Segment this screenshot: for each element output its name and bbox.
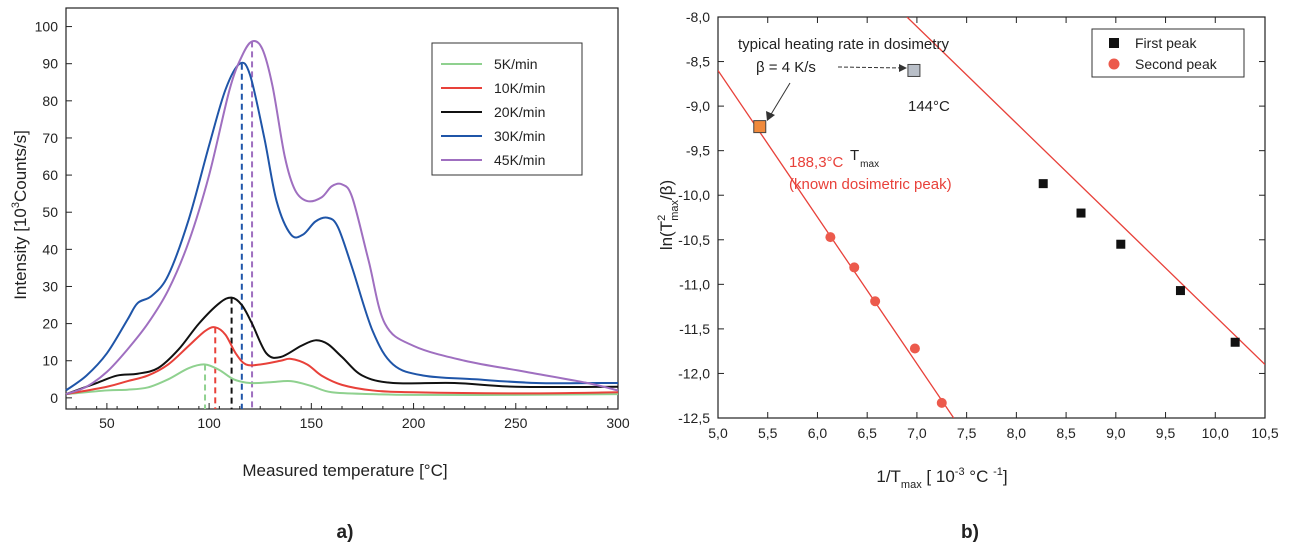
y-tick-label: -11,5: [679, 321, 710, 337]
x-tick-label: 7,0: [907, 425, 927, 441]
y-tick-label: -11,0: [679, 276, 710, 292]
panel-a: 50 100 150 200 250 3000102030405060708090100 …: [10, 7, 630, 543]
second-peak-point: [870, 296, 881, 307]
x-tick-label: 250: [504, 415, 528, 431]
x-tick-label: 200: [402, 415, 426, 431]
legend-label: 20K/min: [494, 104, 545, 120]
legend-label: First peak: [1135, 35, 1197, 51]
x-tick-label: 5,0: [708, 425, 728, 441]
first-peak-point: [1116, 239, 1126, 249]
series-line-20k-min: [65, 296, 619, 396]
y-tick-label: -8,5: [686, 54, 710, 70]
legend-label: 30K/min: [494, 128, 545, 144]
panel-a-legend: 5K/min 10K/min 20K/min 30K/min 45K/min: [431, 42, 583, 176]
first-peak-point: [1076, 208, 1086, 218]
y-tick-label: 20: [42, 316, 58, 332]
second-peak-point: [936, 397, 947, 408]
y-tick-label: -12,5: [678, 410, 710, 426]
first-peak-point: [1230, 337, 1240, 347]
beta-arrowhead: [899, 64, 907, 72]
y-tick-label: 100: [35, 19, 59, 35]
panel-a-y-axis-label: Intensity [103Counts/s]: [10, 130, 30, 300]
tmax-label: Tmax: [850, 147, 879, 170]
legend-label: Second peak: [1135, 56, 1218, 72]
panel-b-legend-box: [1091, 28, 1245, 78]
series-line-45k-min: [65, 40, 619, 396]
y-tick-label: 90: [42, 56, 58, 72]
panel-a-series: [65, 40, 619, 396]
x-tick-label: 9,0: [1106, 425, 1126, 441]
first-peak-point: [1038, 179, 1048, 189]
panel-a-x-axis-label: Measured temperature [°C]: [242, 461, 447, 480]
y-tick-label: -9,5: [686, 143, 710, 159]
x-tick-label: 300: [606, 415, 630, 431]
extrapolated-point: [753, 120, 767, 134]
legend-marker: [1108, 58, 1120, 70]
panel-b-plot-frame: [717, 16, 1266, 419]
x-tick-label: 6,0: [808, 425, 828, 441]
x-tick-label: 10,0: [1202, 425, 1229, 441]
heating-rate-note: typical heating rate in dosimetry: [738, 36, 949, 53]
y-tick-label: 10: [42, 353, 58, 369]
y-tick-label: 80: [42, 93, 58, 109]
legend-label: 5K/min: [494, 56, 538, 72]
second-peak-point: [825, 232, 836, 243]
second-peak-temperature: 188,3°C: [789, 154, 844, 171]
y-tick-label: -8,0: [686, 9, 710, 25]
extrapolated-point: [907, 63, 921, 77]
y-tick-label: 50: [42, 204, 58, 220]
panel-b-y-axis-label: ln(T2max/β): [656, 180, 681, 250]
panel-a-ticks: 50 100 150 200 250 300 0 10 20 30 40 50 60 70 80 90 100: [35, 19, 630, 431]
legend-label: 45K/min: [494, 152, 545, 168]
known-dosimetric-peak-note: (known dosimetric peak): [789, 176, 952, 193]
x-tick-label: 150: [300, 415, 324, 431]
x-tick-label: 100: [197, 415, 221, 431]
first-peak-point: [1175, 286, 1185, 296]
legend-label: 10K/min: [494, 80, 545, 96]
series-line-5k-min: [65, 363, 619, 396]
panel-a-label: a): [337, 522, 354, 543]
panel-b-legend: First peak Second peak: [1091, 28, 1245, 78]
series-line-30k-min: [65, 61, 618, 392]
first-peak-temperature: 144°C: [908, 98, 950, 115]
y-tick-label: 30: [42, 278, 58, 294]
beta-arrow: [837, 66, 904, 69]
y-tick-label: 0: [50, 390, 58, 406]
y-tick-label: -9,0: [686, 98, 710, 114]
x-tick-label: 8,5: [1056, 425, 1076, 441]
x-tick-label: 10,5: [1251, 425, 1278, 441]
series-line-10k-min: [65, 326, 619, 396]
x-tick-label: 8,0: [1007, 425, 1027, 441]
second-peak-point: [909, 343, 920, 354]
y-tick-label: 60: [42, 167, 58, 183]
y-tick-label: 70: [42, 130, 58, 146]
x-tick-label: 5,5: [758, 425, 778, 441]
y-tick-label: 40: [42, 241, 58, 257]
x-tick-label: 50: [99, 415, 115, 431]
legend-marker: [1109, 38, 1119, 48]
second-point-arrowhead: [766, 111, 775, 121]
panel-b-ticks: 5,0 5,5 6,0 6,5 7,0 7,5 8,0 8,5 9,0 9,5 10,0 10,5 -8…: [678, 9, 1279, 441]
x-tick-label: 9,5: [1156, 425, 1176, 441]
y-tick-label: -12,0: [678, 365, 710, 381]
panel-b-label: b): [961, 522, 979, 543]
panel-b-extrapolated-points: [753, 63, 921, 134]
y-tick-label: -10,5: [678, 232, 710, 248]
panel-a-legend-box: [431, 42, 583, 176]
panel-b: 5,0 5,5 6,0 6,5 7,0 7,5 8,0 8,5 9,0 9,5 10,0 10,5 -8…: [656, 9, 1279, 543]
second-peak-point: [849, 262, 860, 273]
fit-line: [906, 17, 1265, 365]
y-tick-label: -10,0: [678, 187, 710, 203]
beta-note: β = 4 K/s: [756, 59, 816, 76]
second-point-arrow: [769, 82, 791, 117]
x-tick-label: 6,5: [857, 425, 877, 441]
x-tick-label: 7,5: [957, 425, 977, 441]
panel-b-x-axis-label: 1/Tmax [ 10-3 °C -1]: [876, 466, 1007, 491]
